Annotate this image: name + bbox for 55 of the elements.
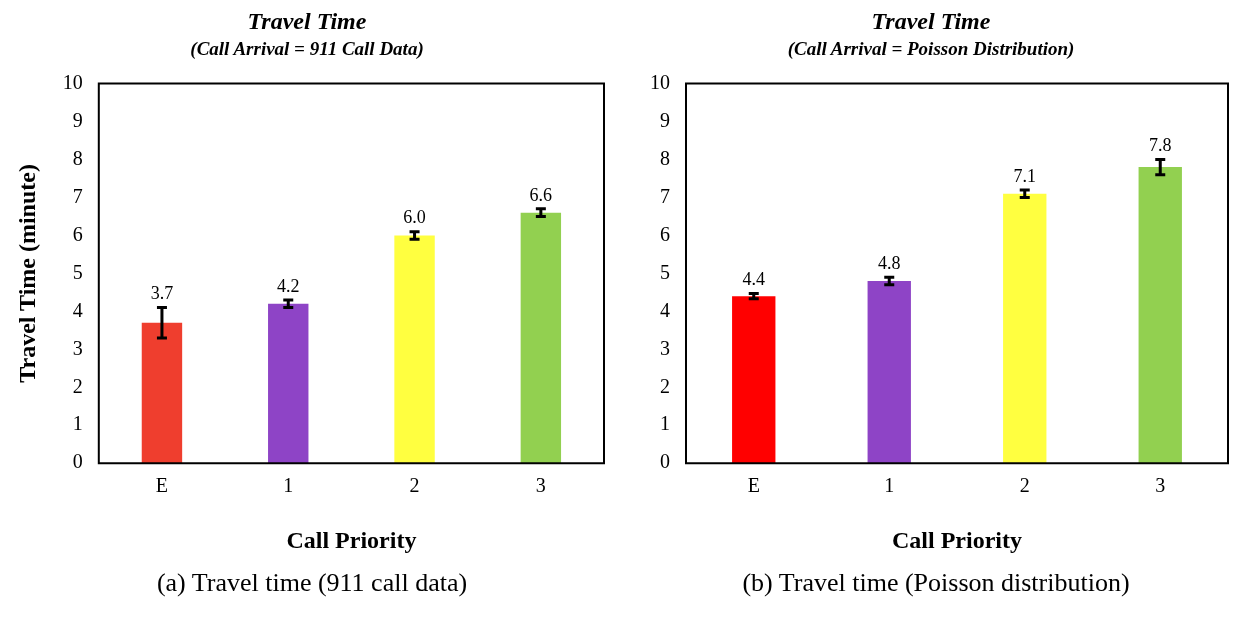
text: (a) Travel time (911 call data) bbox=[155, 568, 469, 598]
y-tick-label: 1 bbox=[72, 412, 83, 435]
bar bbox=[1003, 193, 1047, 464]
text: (b) Travel time (Poisson distribution) bbox=[741, 568, 1131, 598]
y-tick-label: 9 bbox=[72, 108, 83, 131]
y-tick-label: 6 bbox=[660, 222, 670, 245]
x-tick-label: 3 bbox=[535, 474, 546, 497]
y-tick-label: 3 bbox=[660, 336, 670, 359]
x-tick-label: 1 bbox=[283, 474, 294, 497]
y-tick-label: 3 bbox=[72, 336, 83, 359]
y-tick-label: 1 bbox=[660, 412, 670, 435]
y-tick-label: 4 bbox=[660, 298, 670, 321]
chart-subtitle: (Call Arrival = Poisson Distribution) bbox=[787, 38, 1075, 61]
bar bbox=[1138, 167, 1182, 464]
data-label: 7.1 bbox=[1013, 165, 1036, 186]
x-tick-label: 2 bbox=[1019, 474, 1030, 497]
y-tick-label: 10 bbox=[650, 70, 670, 93]
y-tick-label: 7 bbox=[660, 184, 670, 207]
x-tick-label: E bbox=[747, 474, 760, 497]
y-tick-label: 8 bbox=[72, 146, 83, 169]
x-axis-title: Call Priority bbox=[892, 526, 1022, 553]
chart-subtitle: (Call Arrival = 911 Call Data) bbox=[190, 38, 424, 61]
bar bbox=[732, 296, 776, 464]
y-tick-label: 2 bbox=[72, 374, 83, 397]
chart-title: Travel Time bbox=[247, 7, 367, 34]
y-tick-label: 7 bbox=[72, 184, 83, 207]
data-label: 4.2 bbox=[277, 275, 300, 296]
y-tick-label: 0 bbox=[660, 450, 670, 473]
bar bbox=[141, 322, 183, 464]
chart-title: Travel Time bbox=[871, 7, 991, 34]
y-tick-label: 10 bbox=[62, 70, 83, 93]
data-label: 4.8 bbox=[878, 252, 901, 273]
y-tick-label: 5 bbox=[660, 260, 670, 283]
y-tick-label: 2 bbox=[660, 374, 670, 397]
y-tick-label: 8 bbox=[660, 146, 670, 169]
data-label: 6.6 bbox=[529, 184, 553, 205]
x-tick-label: 3 bbox=[1155, 474, 1166, 497]
data-label: 6.0 bbox=[403, 207, 426, 228]
bar bbox=[394, 235, 435, 464]
y-tick-label: 9 bbox=[660, 108, 670, 131]
bar bbox=[268, 303, 309, 464]
x-tick-label: 2 bbox=[409, 474, 420, 497]
y-tick-label: 6 bbox=[72, 222, 83, 245]
bar bbox=[520, 212, 562, 464]
y-axis-title: Travel Time (minute) bbox=[13, 164, 40, 383]
y-tick-label: 5 bbox=[72, 260, 83, 283]
x-axis-title: Call Priority bbox=[286, 526, 417, 553]
y-tick-label: 0 bbox=[72, 450, 83, 473]
y-tick-label: 4 bbox=[72, 298, 83, 321]
x-tick-label: 1 bbox=[884, 474, 895, 497]
data-label: 3.7 bbox=[150, 283, 174, 304]
x-tick-label: E bbox=[155, 474, 169, 497]
data-label: 7.8 bbox=[1149, 135, 1172, 156]
bar bbox=[867, 280, 911, 464]
data-label: 4.4 bbox=[742, 269, 765, 290]
